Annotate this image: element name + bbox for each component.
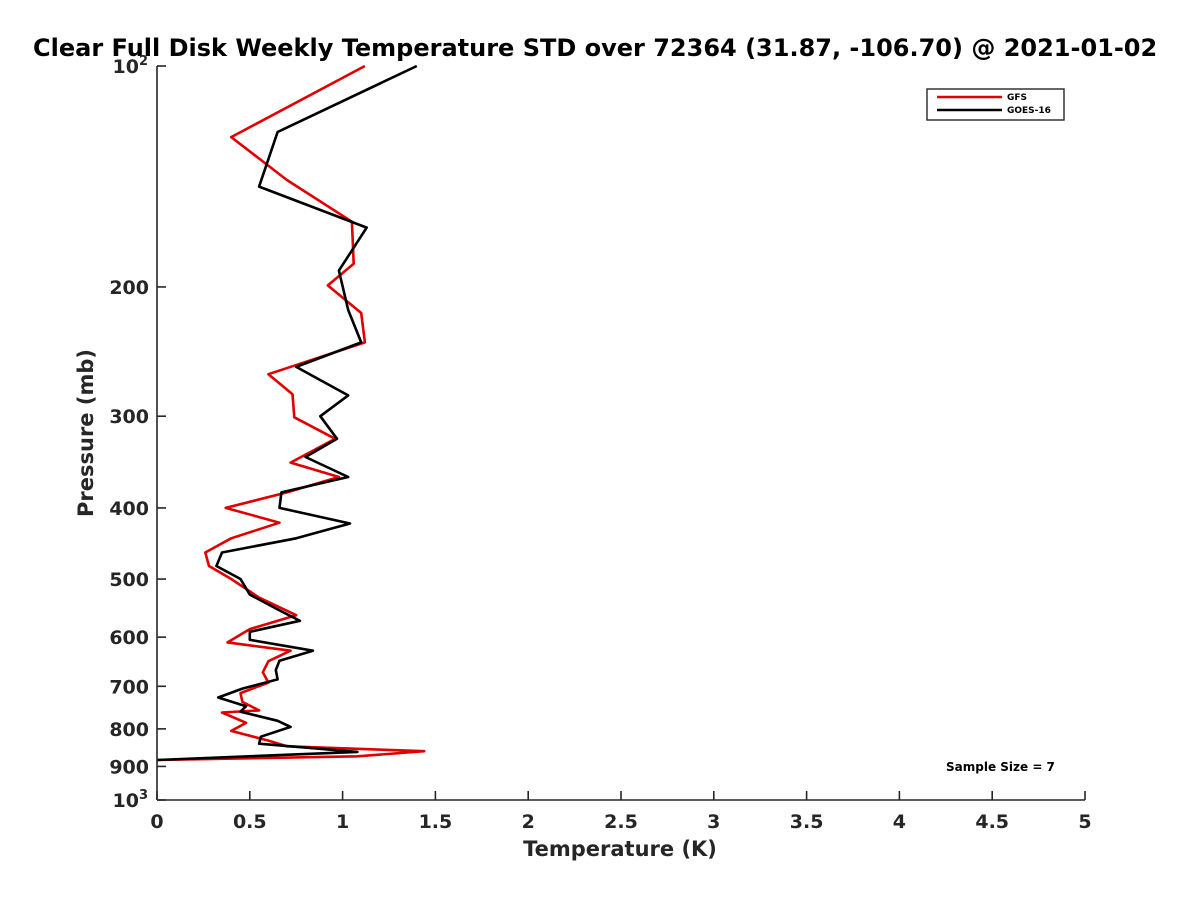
y-tick-label: 600 [109,627,149,649]
x-tick-label: 3.5 [790,811,824,833]
axes [156,66,1085,801]
x-tick-label: 1 [336,811,349,833]
y-tick-label: 10 [113,790,139,812]
series-line-gfs [156,64,426,762]
x-tick-label: 0.5 [233,811,267,833]
x-tick-label: 3 [707,811,720,833]
x-tick-label: 1.5 [419,811,453,833]
x-tick-label: 2 [522,811,535,833]
chart-title: Clear Full Disk Weekly Temperature STD o… [33,34,1157,62]
legend-box [926,88,1065,121]
sample-size-annotation: Sample Size = 7 [946,760,1055,774]
y-tick-label: 300 [109,406,149,428]
x-tick-label: 5 [1078,811,1091,833]
y-tick-label: 10 [113,56,139,78]
legend: GFS GOES-16 [926,88,1065,121]
x-tick-label: 0 [150,811,163,833]
x-tick-label: 2.5 [604,811,638,833]
y-tick-exponent: 3 [139,788,148,803]
y-tick-label: 800 [109,719,149,741]
plot-series [156,64,426,762]
x-tick-label: 4.5 [975,811,1009,833]
legend-label: GOES-16 [1007,106,1051,116]
series-line-goes-16 [156,64,418,762]
y-axis-label: Pressure (mb) [74,349,98,517]
y-tick-label: 200 [109,277,149,299]
x-ticks: 0 0.5 1 1.5 2 2.5 3 3.5 4 4.5 5 [150,791,1092,833]
x-axis-label: Temperature (K) [523,837,717,861]
y-tick-label: 400 [109,498,149,520]
y-tick-exponent: 2 [139,54,148,69]
y-tick-label: 700 [109,676,149,698]
legend-label: GFS [1007,93,1027,103]
y-tick-label: 500 [109,569,149,591]
y-tick-label: 900 [109,756,149,778]
x-tick-label: 4 [893,811,906,833]
